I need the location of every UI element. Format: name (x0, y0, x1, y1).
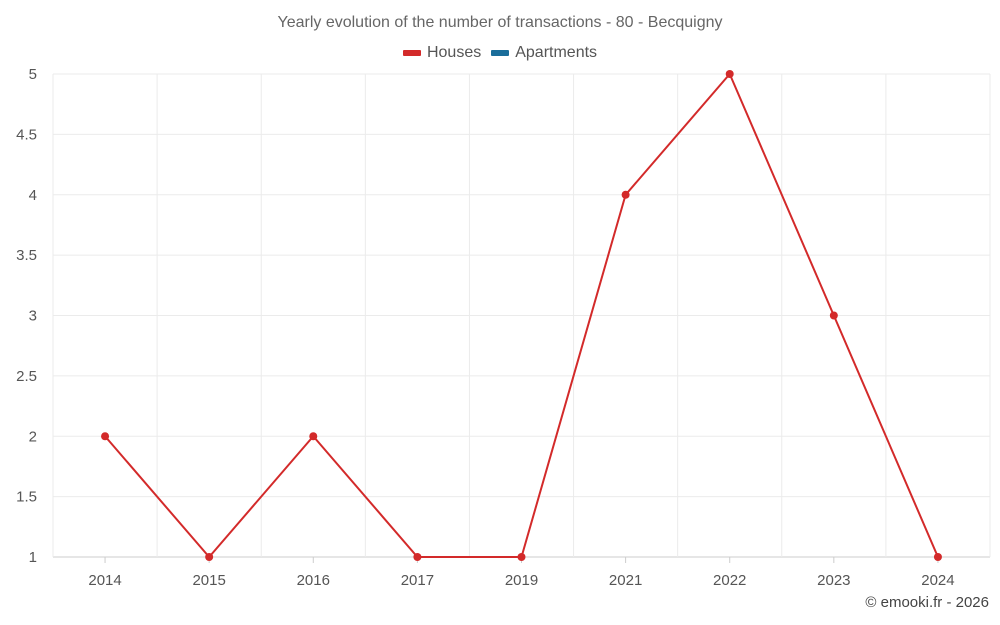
x-tick-label: 2019 (505, 572, 538, 589)
chart-title: Yearly evolution of the number of transa… (277, 14, 723, 31)
x-tick-label: 2023 (817, 572, 850, 589)
data-point[interactable] (517, 553, 526, 561)
y-axis-ticks: 1 1.5 2 2.5 3 3.5 4 4.5 5 (16, 66, 37, 566)
data-point[interactable] (829, 311, 838, 320)
y-tick-label: 1 (29, 549, 37, 566)
x-tick-label: 2021 (609, 572, 642, 589)
data-point[interactable] (413, 553, 422, 561)
legend-item-houses[interactable]: Houses (402, 44, 482, 62)
x-tick-label: 2017 (401, 572, 434, 589)
credit-text: © emooki.fr - 2026 (865, 594, 989, 611)
y-tick-label: 3 (29, 308, 37, 325)
y-tick-label: 3.5 (16, 247, 37, 264)
y-tick-label: 4.5 (16, 126, 37, 143)
legend-item-apartments[interactable]: Apartments (491, 44, 597, 62)
legend: Houses Apartments (0, 44, 1000, 62)
legend-swatch-houses (402, 50, 421, 56)
y-tick-label: 4 (29, 187, 37, 204)
legend-label-apartments: Apartments (515, 44, 598, 61)
legend-swatch-apartments (491, 50, 510, 56)
x-tick-label: 2014 (88, 572, 121, 589)
x-tick-label: 2024 (921, 572, 954, 589)
data-point[interactable] (205, 553, 214, 561)
series-layer (101, 70, 942, 561)
data-point[interactable] (309, 432, 318, 441)
y-tick-label: 2 (29, 428, 37, 445)
x-axis-ticks: 2014 2015 2016 2017 2019 2021 2022 2023 2024 (88, 557, 955, 589)
y-tick-label: 5 (29, 66, 37, 83)
x-tick-label: 2016 (297, 572, 330, 589)
grid-lines (52, 73, 991, 558)
x-tick-label: 2022 (713, 572, 746, 589)
y-tick-label: 1.5 (16, 489, 37, 506)
legend-label-houses: Houses (426, 44, 482, 61)
data-point[interactable] (621, 190, 630, 199)
data-point[interactable] (933, 553, 942, 561)
x-tick-label: 2015 (192, 572, 225, 589)
y-tick-label: 2.5 (16, 368, 37, 385)
data-point[interactable] (725, 70, 734, 78)
data-point[interactable] (101, 432, 110, 441)
